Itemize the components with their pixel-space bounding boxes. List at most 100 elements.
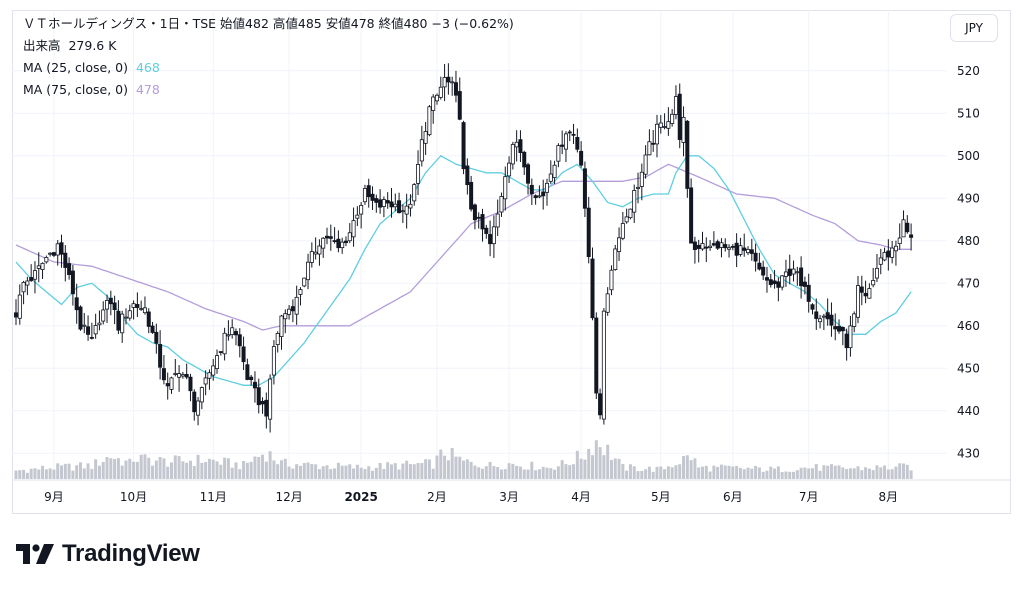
volume-bar [481, 468, 485, 479]
volume-bar [154, 460, 158, 479]
candle [359, 202, 364, 229]
candle [268, 374, 273, 433]
candle [844, 328, 849, 361]
volume-bar [670, 467, 674, 479]
candle [131, 300, 136, 320]
candle-body [381, 199, 386, 207]
candle [863, 280, 868, 304]
volume-bar [302, 463, 306, 479]
candle [632, 184, 637, 223]
candle [169, 376, 174, 394]
candle-body [495, 213, 500, 228]
candle [681, 106, 686, 157]
candle [177, 365, 182, 392]
candle-body [32, 270, 37, 280]
candle [893, 240, 898, 266]
candle [317, 239, 322, 266]
tradingview-logo[interactable]: TradingView [16, 538, 200, 570]
candle-body [586, 207, 591, 258]
candle [689, 178, 694, 244]
volume-label: 出来高 [23, 38, 61, 53]
candle [723, 238, 728, 252]
candle-body [544, 182, 549, 193]
candle-body [362, 188, 367, 203]
candle [161, 355, 166, 385]
candle-body [480, 214, 485, 230]
candle-body [207, 372, 212, 379]
volume-bar [128, 458, 132, 479]
volume-bar [412, 464, 416, 479]
candle-body [241, 346, 246, 363]
candle-body [476, 216, 481, 219]
volume-bar [101, 461, 105, 479]
candle-body [673, 96, 678, 115]
volume-bar [283, 458, 287, 479]
candle-body [814, 311, 819, 319]
volume-bar [257, 456, 261, 479]
volume-bar [905, 464, 909, 479]
candle-body [290, 306, 295, 312]
candle [78, 305, 83, 331]
price-chart[interactable]: 520 510 500 490 480 470 460 450 440 430 9月 10月 11月 1… [12, 10, 1011, 514]
volume-bar [78, 462, 82, 479]
candle-body [343, 240, 348, 244]
grid [12, 10, 947, 480]
candle [700, 231, 705, 251]
volume-bar [890, 469, 894, 479]
candle-body [472, 204, 477, 221]
candle [529, 178, 534, 206]
candle-body [48, 252, 53, 255]
candle-body [704, 246, 709, 249]
candle-body [40, 262, 45, 270]
candle-body [180, 374, 185, 377]
candle [237, 328, 242, 358]
candle-body [802, 281, 807, 287]
close-value: 480 [403, 16, 428, 31]
candle [196, 397, 201, 426]
candle [400, 204, 405, 223]
volume-bar [617, 458, 621, 479]
candle-body [161, 368, 166, 381]
candle [643, 145, 648, 179]
volume-bar [613, 458, 617, 479]
candle [101, 301, 106, 325]
volume-bar [507, 463, 511, 479]
volume-bar [405, 460, 409, 479]
candle [575, 128, 580, 153]
volume-bar [719, 464, 723, 479]
candle [749, 238, 754, 261]
volume-bar [757, 467, 761, 479]
volume-bar [185, 462, 189, 479]
volume-bar [37, 469, 41, 479]
volume-bar [541, 466, 545, 479]
candle [780, 274, 785, 291]
volume-bar [386, 462, 390, 479]
candle [419, 125, 424, 167]
candle-body [818, 318, 823, 323]
symbol-legend: ＶＴホールディングス・1日・TSE 始値482 高値485 安値478 終値48… [23, 14, 514, 34]
ma75-label: MA (75, close, 0) [23, 82, 129, 97]
volume-bar [416, 463, 420, 479]
volume-bar [602, 455, 606, 479]
candle [651, 129, 656, 152]
volume-bar [355, 464, 359, 479]
volume-bar [625, 470, 629, 479]
candle [233, 328, 238, 346]
volume-bar [856, 466, 860, 479]
candle-body [742, 247, 747, 251]
volume-bar [803, 467, 807, 479]
candle [264, 392, 269, 429]
candle [609, 265, 614, 296]
volume-bar [879, 467, 883, 479]
candle [654, 114, 659, 158]
candle-body [829, 314, 834, 326]
volume-bar [549, 468, 553, 479]
candle [882, 247, 887, 262]
volume-bar [219, 464, 223, 479]
volume-bar [564, 464, 568, 479]
candle-body [461, 122, 466, 170]
volume-bar [113, 459, 117, 479]
currency-button[interactable]: JPY [950, 14, 998, 42]
candle [533, 194, 538, 205]
candle [901, 210, 906, 238]
